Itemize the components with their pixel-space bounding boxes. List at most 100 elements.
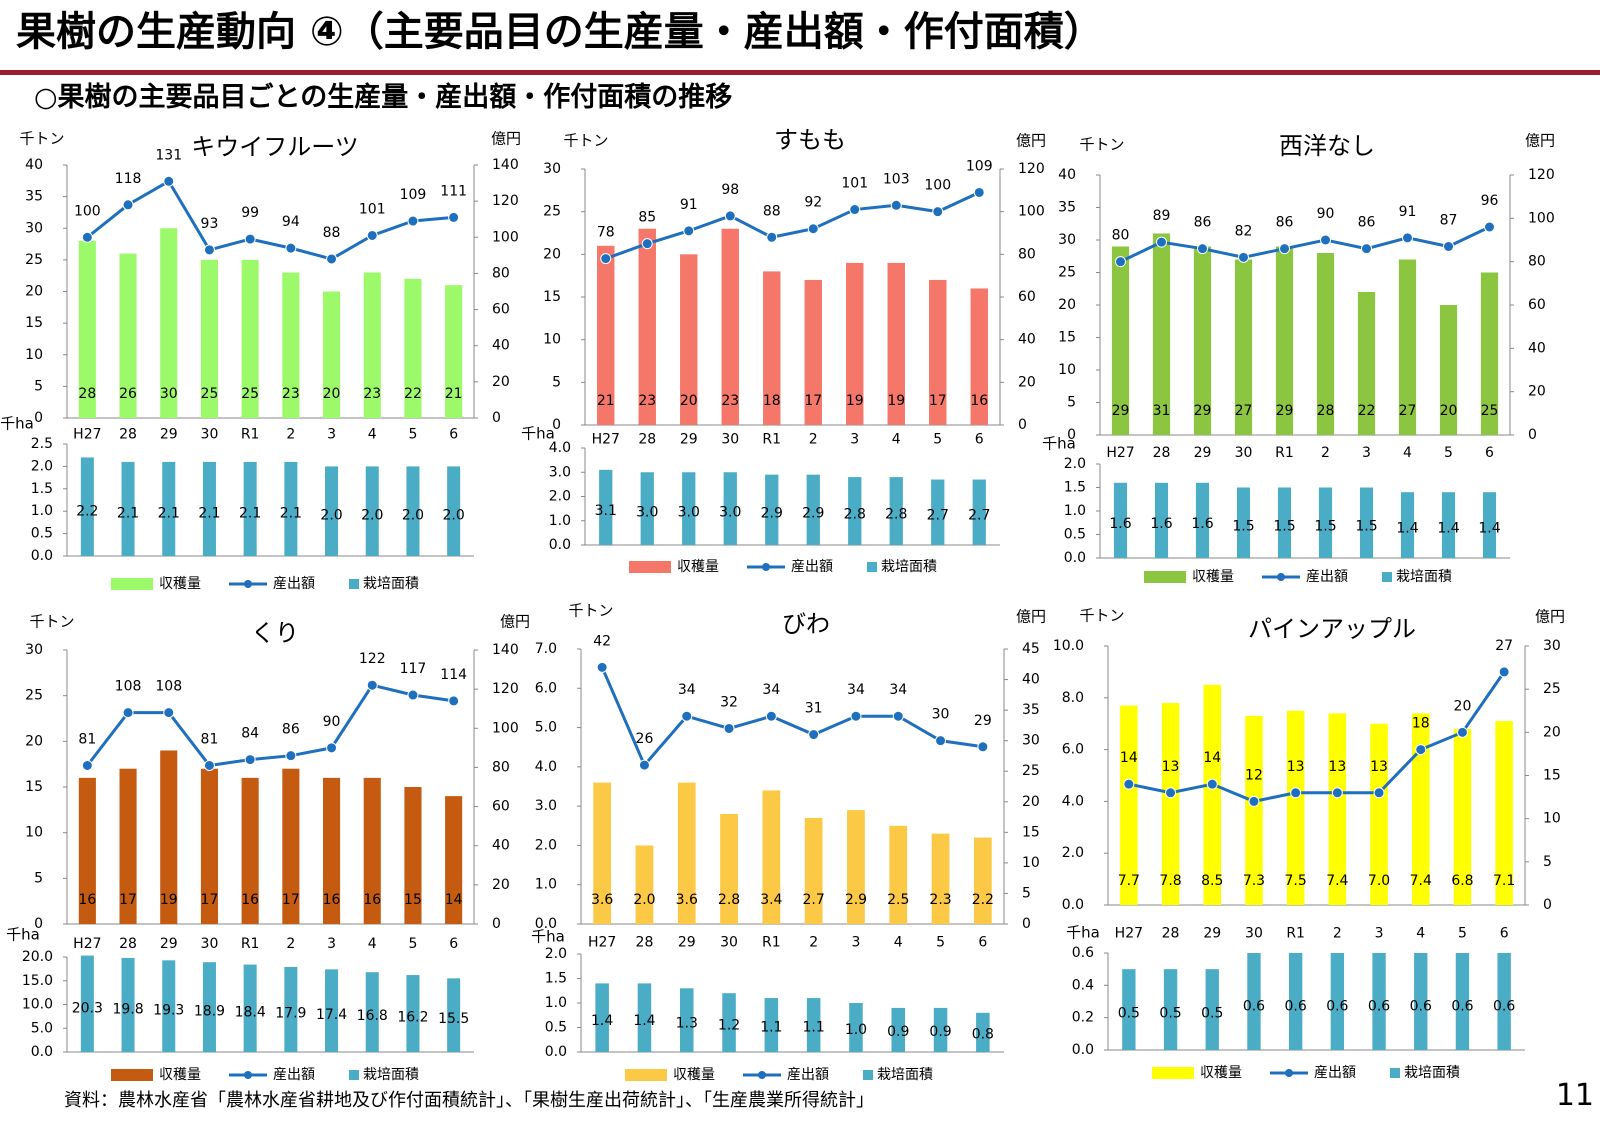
harvest-value-label: 7.4 — [1326, 873, 1348, 889]
legend-output-label: 産出額 — [273, 1067, 315, 1083]
area-axis-unit: 千ha — [1042, 435, 1076, 453]
right-axis-unit: 億円 — [1016, 608, 1046, 626]
area-value-label: 2.9 — [761, 505, 783, 521]
category-label: 29 — [680, 432, 698, 448]
area-tick-label: 15.0 — [22, 973, 53, 989]
output-point — [81, 231, 93, 243]
right-tick-label: 80 — [492, 759, 510, 775]
harvest-bar — [804, 817, 823, 924]
output-value-label: 117 — [400, 661, 427, 677]
chart-title: すもも — [774, 126, 846, 154]
category-label: H27 — [1106, 445, 1134, 461]
category-label: 28 — [119, 426, 137, 442]
legend-area-swatch — [1390, 1068, 1400, 1078]
area-tick-label: 10.0 — [22, 997, 53, 1013]
area-bar — [933, 1007, 948, 1052]
category-label: 3 — [851, 935, 860, 951]
left-tick-label: 30 — [543, 161, 561, 177]
left-tick-label: 5.0 — [535, 720, 557, 736]
area-value-label: 1.6 — [1150, 516, 1172, 532]
area-value-label: 1.4 — [1396, 520, 1418, 536]
area-bar — [595, 983, 609, 1052]
legend-area-swatch — [863, 1070, 873, 1080]
area-bar — [1195, 482, 1210, 558]
harvest-bar — [1286, 710, 1305, 905]
area-value-label: 2.1 — [117, 506, 139, 522]
harvest-value-label: 26 — [119, 386, 137, 402]
harvest-value-label: 14 — [445, 892, 463, 908]
output-value-label: 13 — [1162, 759, 1180, 775]
harvest-value-label: 25 — [201, 386, 219, 402]
right-tick-label: 100 — [1018, 204, 1045, 220]
area-value-label: 0.6 — [1451, 998, 1473, 1014]
output-point — [1279, 243, 1290, 255]
category-label: 5 — [1444, 445, 1453, 461]
left-tick-label: 0 — [1067, 427, 1076, 443]
area-bar — [80, 457, 94, 556]
output-line — [86, 179, 454, 261]
legend-output-marker — [1277, 573, 1285, 581]
area-value-label: 2.1 — [239, 506, 261, 522]
harvest-value-label: 16 — [970, 393, 988, 409]
area-tick-label: 20.0 — [22, 949, 53, 965]
output-point — [1197, 243, 1208, 255]
output-value-label: 27 — [1495, 638, 1513, 654]
harvest-bar — [78, 777, 96, 924]
area-value-label: 19.8 — [112, 1002, 143, 1018]
right-tick-label: 20 — [1022, 794, 1040, 810]
output-point — [724, 210, 736, 222]
output-value-label: 34 — [847, 682, 865, 698]
output-value-label: 108 — [155, 679, 182, 695]
output-point — [766, 231, 778, 243]
harvest-value-label: 20 — [1440, 403, 1458, 419]
harvest-bar — [973, 837, 992, 924]
area-axis-unit: 千ha — [0, 415, 34, 433]
harvest-bar — [1398, 259, 1417, 435]
left-tick-label: 30 — [25, 642, 43, 658]
right-tick-label: 10 — [1022, 855, 1040, 871]
area-value-label: 0.5 — [1159, 1006, 1181, 1022]
area-value-label: 3.0 — [678, 504, 700, 520]
output-value-label: 100 — [74, 203, 101, 219]
right-tick-label: 60 — [492, 799, 510, 815]
harvest-value-label: 8.5 — [1201, 873, 1223, 889]
harvest-value-label: 7.3 — [1243, 873, 1265, 889]
category-label: 2 — [809, 432, 818, 448]
right-axis-unit: 億円 — [1525, 132, 1555, 150]
legend-harvest-swatch — [111, 578, 153, 590]
harvest-value-label: 27 — [1235, 403, 1253, 419]
left-tick-label: 4.0 — [1062, 793, 1084, 809]
harvest-value-label: 7.7 — [1118, 873, 1140, 889]
output-value-label: 81 — [78, 731, 96, 747]
left-tick-label: 2.0 — [1062, 845, 1084, 861]
area-bar — [121, 957, 135, 1052]
area-bar — [1236, 487, 1251, 558]
area-bar — [325, 969, 339, 1052]
harvest-value-label: 29 — [1112, 403, 1130, 419]
output-value-label: 30 — [932, 707, 950, 723]
area-tick-label: 0.0 — [31, 1044, 53, 1060]
harvest-bar — [1411, 713, 1430, 905]
area-value-label: 2.8 — [885, 506, 907, 522]
right-axis-unit: 億円 — [500, 613, 530, 631]
harvest-value-label: 7.8 — [1159, 873, 1181, 889]
left-tick-label: 0.0 — [1062, 897, 1084, 913]
area-value-label: 0.6 — [1285, 998, 1307, 1014]
output-point — [1320, 234, 1331, 246]
area-tick-label: 0.5 — [545, 1020, 567, 1036]
area-tick-label: 1.0 — [549, 513, 571, 529]
harvest-bar — [597, 245, 615, 425]
right-tick-label: 30 — [1022, 733, 1040, 749]
area-value-label: 2.0 — [402, 508, 424, 524]
harvest-bar — [804, 279, 822, 425]
area-bar — [1330, 953, 1345, 1050]
area-bar — [1482, 492, 1497, 558]
left-tick-label: 3.0 — [535, 798, 557, 814]
harvest-bar — [1480, 272, 1499, 435]
right-tick-label: 0 — [1022, 916, 1031, 932]
area-bar — [722, 993, 736, 1052]
harvest-value-label: 16 — [363, 892, 381, 908]
output-line — [1128, 671, 1506, 803]
output-point — [1206, 778, 1218, 790]
left-tick-label: 0 — [552, 417, 561, 433]
